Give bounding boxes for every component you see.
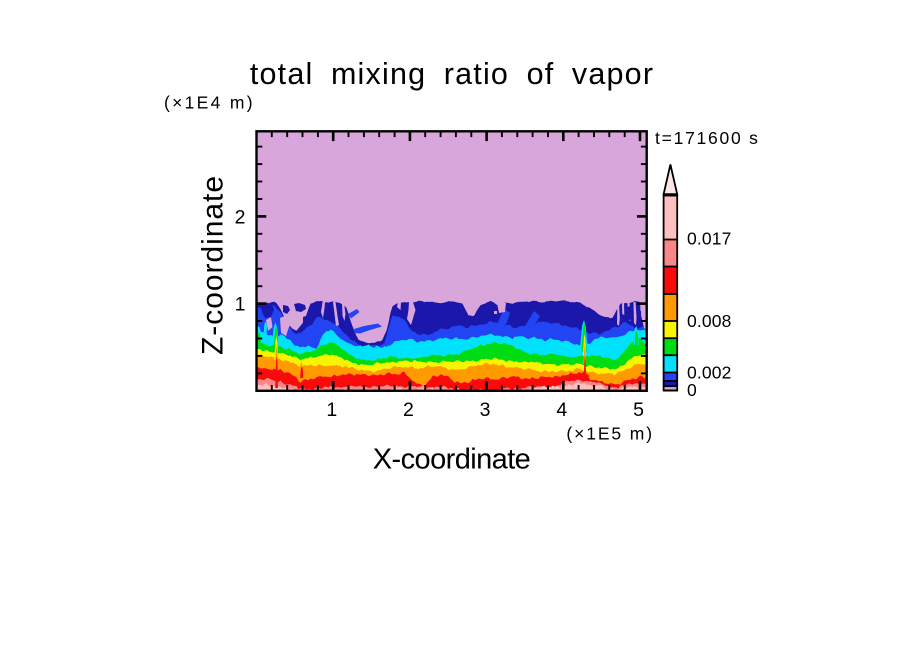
svg-text:0: 0 [687,380,697,400]
svg-text:0.008: 0.008 [687,311,732,331]
svg-text:(×1E4 m): (×1E4 m) [164,93,255,113]
svg-text:X-coordinate: X-coordinate [373,444,530,476]
svg-text:0.002: 0.002 [687,363,732,383]
svg-text:5: 5 [633,399,644,421]
svg-text:3: 3 [480,399,491,421]
svg-text:Z-coordinate: Z-coordinate [197,175,230,355]
svg-text:4: 4 [556,399,567,421]
svg-text:2: 2 [235,206,246,228]
svg-text:(×1E5 m): (×1E5 m) [566,424,654,444]
svg-text:total mixing ratio of vapor: total mixing ratio of vapor [250,57,654,91]
svg-text:0.017: 0.017 [687,228,732,248]
svg-text:1: 1 [235,294,246,316]
svg-text:1: 1 [326,399,337,421]
svg-text:2: 2 [403,399,414,421]
svg-text:t=171600 s: t=171600 s [655,128,760,148]
